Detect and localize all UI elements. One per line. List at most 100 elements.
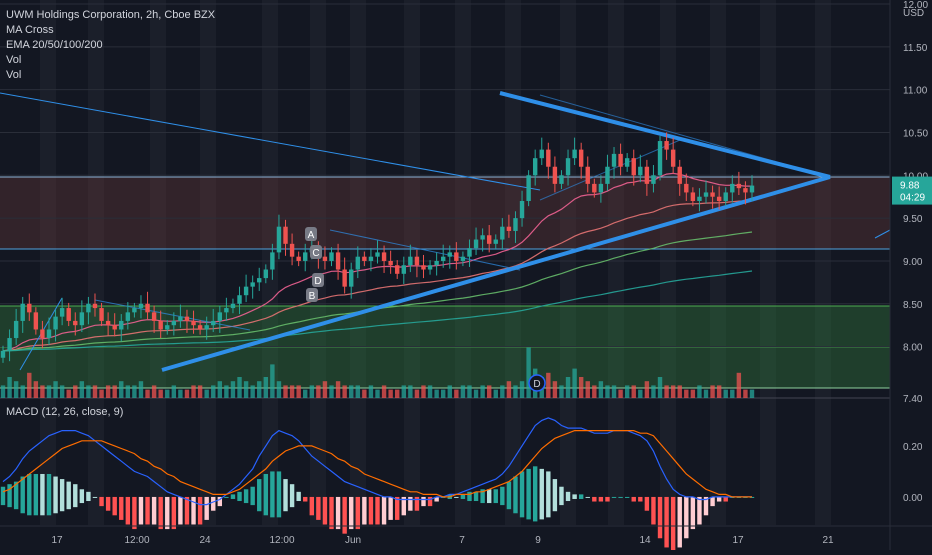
macd-histogram-bar xyxy=(368,496,374,525)
macd-histogram-bar xyxy=(342,496,347,534)
candle-body xyxy=(500,226,505,240)
macd-histogram-bar xyxy=(624,496,630,498)
volume-bar xyxy=(303,389,308,398)
long-trendline[interactable] xyxy=(0,92,541,191)
volume-bar xyxy=(105,385,111,398)
small-channel-line[interactable] xyxy=(329,229,521,271)
candle-body xyxy=(460,256,466,261)
volume-bar xyxy=(342,385,347,398)
candle-body xyxy=(690,192,696,201)
macd-histogram-bar xyxy=(276,471,282,518)
candle-body xyxy=(329,252,334,261)
y-tick-label: 11.50 xyxy=(903,43,928,54)
candle-body xyxy=(165,325,170,330)
macd-histogram-bar xyxy=(329,496,334,530)
macd-histogram-bar xyxy=(362,496,367,525)
macd-histogram-bar xyxy=(414,496,420,511)
volume-bar xyxy=(697,385,702,398)
macd-histogram-bar xyxy=(243,489,249,504)
macd-histogram-bar xyxy=(184,496,190,525)
candle-body xyxy=(408,256,413,266)
macd-histogram-bar xyxy=(145,496,150,525)
candle-body xyxy=(434,260,439,266)
candle-body xyxy=(414,256,420,266)
volume-bar xyxy=(151,385,157,398)
macd-legend[interactable]: MACD (12, 26, close, 9) xyxy=(6,406,124,418)
macd-histogram-bar xyxy=(651,496,656,525)
candle-body xyxy=(184,316,190,321)
volume-bar xyxy=(7,377,12,398)
macd-histogram-bar xyxy=(578,494,584,499)
volume-bar xyxy=(99,389,104,398)
volume-bar xyxy=(730,389,735,398)
volume-bar xyxy=(204,389,209,398)
edge-line[interactable] xyxy=(874,229,891,239)
macd-histogram-bar xyxy=(670,496,676,553)
macd-histogram-bar xyxy=(230,494,236,499)
macd-histogram-bar xyxy=(618,496,623,498)
macd-histogram-bar xyxy=(224,496,229,498)
candle-body xyxy=(565,158,571,176)
marker-label: B xyxy=(309,291,316,302)
macd-histogram-bar xyxy=(401,496,406,516)
grid xyxy=(0,3,932,399)
candle-body xyxy=(572,149,577,159)
macd-histogram-bar xyxy=(158,496,163,530)
y-tick-label: 9.50 xyxy=(903,214,923,225)
flag-line[interactable] xyxy=(94,299,251,331)
volume-bar xyxy=(710,385,715,398)
legend-indicator-vol-2[interactable]: Vol xyxy=(6,69,22,81)
session-band xyxy=(608,0,624,525)
macd-histogram-bar xyxy=(316,496,321,520)
candle-body xyxy=(20,303,25,321)
legend-indicator-vol[interactable]: Vol xyxy=(6,54,22,66)
legend-indicator-ma-cross[interactable]: MA Cross xyxy=(6,24,54,36)
volume-bar xyxy=(454,389,459,398)
legend-indicator-ema[interactable]: EMA 20/50/100/200 xyxy=(6,39,103,51)
volume-bar xyxy=(112,385,117,398)
macd-histogram-bar xyxy=(296,491,301,502)
candle-body xyxy=(224,308,229,313)
volume-bar xyxy=(13,381,19,398)
volume-bar xyxy=(467,385,472,398)
volume-bar xyxy=(138,381,144,398)
candle-body xyxy=(145,303,150,313)
macd-histogram-bar xyxy=(539,468,544,520)
volume-bar xyxy=(493,389,498,398)
macd-histogram-bar xyxy=(388,496,393,520)
candle-body xyxy=(624,158,630,167)
macd-histogram-bar xyxy=(552,479,558,512)
candle-body xyxy=(53,316,58,330)
volume-bar xyxy=(316,385,321,398)
candle-body xyxy=(657,141,663,176)
candle-body xyxy=(559,175,564,184)
volume-bar xyxy=(165,389,170,398)
candle-body xyxy=(211,320,216,326)
macd-histogram-bar xyxy=(46,473,52,516)
volume-bar xyxy=(237,377,242,398)
candle-body xyxy=(716,196,722,201)
macd-histogram-bar xyxy=(638,496,643,502)
candle-body xyxy=(677,166,682,184)
candle-body xyxy=(723,192,728,201)
thin-upper-line[interactable] xyxy=(539,94,831,178)
triangle-upper-line[interactable] xyxy=(499,91,831,179)
volume-bar xyxy=(66,389,71,398)
candle-body xyxy=(46,329,52,339)
y-tick-label: 12.00 xyxy=(903,0,928,11)
macd-histogram-bar xyxy=(20,476,25,514)
inner-line[interactable] xyxy=(539,139,681,201)
marker-label: A xyxy=(308,230,315,241)
macd-histogram-bar xyxy=(105,496,111,511)
volume-bar xyxy=(230,381,236,398)
macd-histogram-bar xyxy=(506,481,512,510)
candle-body xyxy=(171,320,177,326)
candle-body xyxy=(257,278,262,283)
dividend-marker xyxy=(528,374,546,392)
volume-bar xyxy=(362,389,367,398)
legend-title[interactable]: UWM Holdings Corporation, 2h, Cboe BZX xyxy=(6,9,216,21)
candle-body xyxy=(388,260,393,266)
